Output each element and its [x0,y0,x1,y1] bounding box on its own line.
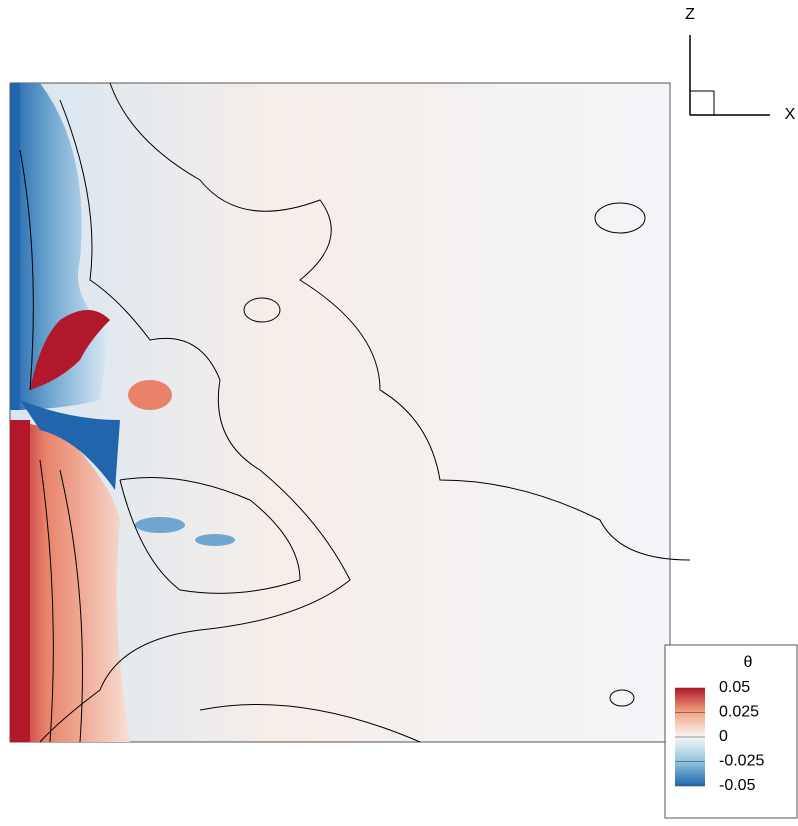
colorbar-tick-label: -0.05 [719,777,756,794]
colorbar-tick-label: 0 [719,728,728,745]
axis-label: X [785,106,796,123]
colorbar: θ 0.05 0.025 0 -0.025 -0.05 [664,644,798,819]
cold-blob [135,517,185,533]
colorbar-tick-label: 0.05 [719,679,750,696]
cold-blob [195,534,235,546]
axis-corner [689,90,715,116]
axis-triad: Z X [685,6,796,123]
cold-core [10,83,20,410]
colorbar-title: θ [744,654,753,671]
warm-region [10,420,130,742]
cold-tongue [20,400,120,490]
warm-blob [30,310,110,390]
plot-area [9,82,691,743]
warm-core [10,420,30,742]
plot-frame [9,82,671,743]
contour-lines [19,82,691,743]
warm-blob [128,380,172,410]
colorbar-tick-label: -0.025 [719,753,764,770]
colorbar-tick-label: 0.025 [719,704,759,721]
axis-label: Z [685,6,695,23]
